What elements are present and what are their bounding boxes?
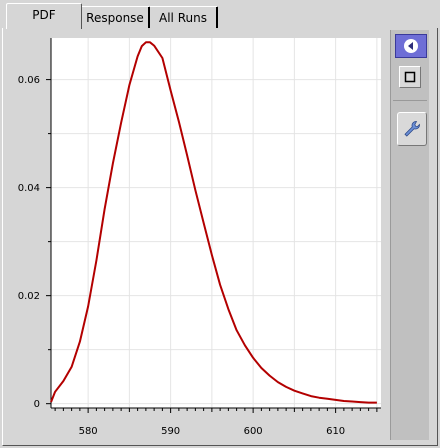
y-tick-label: 0: [34, 399, 40, 410]
settings-button[interactable]: [397, 112, 427, 146]
arrow-left-circle-icon: [404, 39, 418, 53]
plot-toolbar: [390, 30, 429, 440]
toolbar-divider: [393, 100, 427, 101]
zoom-box-button[interactable]: [399, 66, 421, 88]
tab-all-runs[interactable]: All Runs: [148, 6, 218, 28]
x-tick-label: 580: [79, 426, 98, 437]
y-tick-label: 0.04: [18, 183, 40, 194]
y-tick-label: 0.02: [18, 291, 40, 302]
plot-area: [51, 38, 381, 408]
pan-mode-button[interactable]: [395, 34, 427, 58]
pdf-series-line: [50, 41, 377, 404]
tab-bar: All Runs Response PDF: [2, 0, 438, 29]
x-tick-label: 590: [161, 426, 180, 437]
wrench-icon: [404, 121, 420, 137]
y-tick-label: 0.06: [18, 75, 40, 86]
square-outline-icon: [404, 71, 416, 83]
tab-pdf[interactable]: PDF: [6, 3, 82, 29]
x-tick-label: 610: [326, 426, 345, 437]
tab-response[interactable]: Response: [80, 6, 150, 28]
x-tick-label: 600: [244, 426, 263, 437]
